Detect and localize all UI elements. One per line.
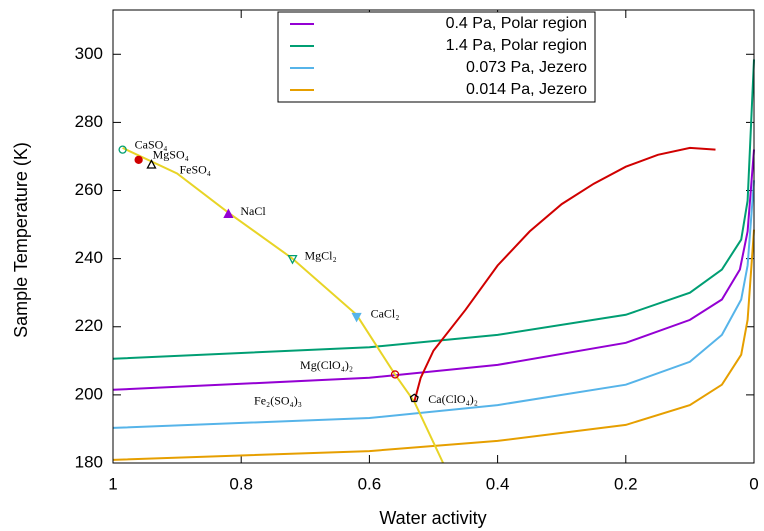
point bbox=[134, 155, 143, 165]
point-label: NaCl bbox=[240, 204, 266, 218]
annotation: Fe₂(SO₄)₃ bbox=[254, 393, 302, 407]
x-tick-label: 1 bbox=[108, 474, 117, 493]
x-tick-label: 0.4 bbox=[486, 474, 510, 493]
y-tick-label: 200 bbox=[75, 384, 103, 403]
point bbox=[118, 145, 127, 154]
line bbox=[413, 146, 716, 402]
point-label: CaSO₄ bbox=[135, 137, 168, 151]
point bbox=[223, 208, 234, 219]
legend-box bbox=[277, 11, 596, 103]
point bbox=[146, 159, 157, 169]
y-tick-label: 260 bbox=[75, 180, 103, 199]
legend-label: 1.4 Pa, Polar region bbox=[446, 37, 587, 54]
line bbox=[112, 229, 755, 461]
line bbox=[112, 59, 755, 360]
x-tick-label: 0.6 bbox=[358, 474, 382, 493]
point-label: Ca(ClO₄)₂ bbox=[428, 392, 478, 406]
plot-frame bbox=[112, 9, 755, 464]
legend-label: 0.4 Pa, Polar region bbox=[446, 15, 587, 32]
x-tick-label: 0.8 bbox=[229, 474, 253, 493]
point bbox=[351, 312, 362, 323]
legend-label: 0.073 Pa, Jezero bbox=[466, 59, 587, 76]
point-label: Mg(ClO₄)₂ bbox=[300, 358, 353, 372]
y-tick-label: 220 bbox=[75, 316, 103, 335]
point-label: MgCl₂ bbox=[304, 248, 336, 262]
line bbox=[112, 180, 755, 429]
x-tick-label: 0 bbox=[749, 474, 758, 493]
y-axis-label: Sample Temperature (K) bbox=[11, 142, 31, 338]
point-label: MgSO₄ bbox=[153, 148, 189, 162]
y-tick-label: 280 bbox=[75, 112, 103, 131]
point-label: FeSO₄ bbox=[179, 163, 211, 177]
point bbox=[409, 393, 419, 403]
point bbox=[287, 254, 298, 265]
y-tick-label: 240 bbox=[75, 248, 103, 267]
x-axis-label: Water activity bbox=[379, 508, 486, 528]
line bbox=[112, 149, 755, 391]
y-tick-label: 180 bbox=[75, 452, 103, 471]
y-tick-label: 300 bbox=[75, 44, 103, 63]
legend-label: 0.014 Pa, Jezero bbox=[466, 81, 587, 98]
x-tick-label: 0.2 bbox=[614, 474, 638, 493]
point-label: CaCl₂ bbox=[371, 306, 400, 320]
point bbox=[390, 370, 400, 379]
